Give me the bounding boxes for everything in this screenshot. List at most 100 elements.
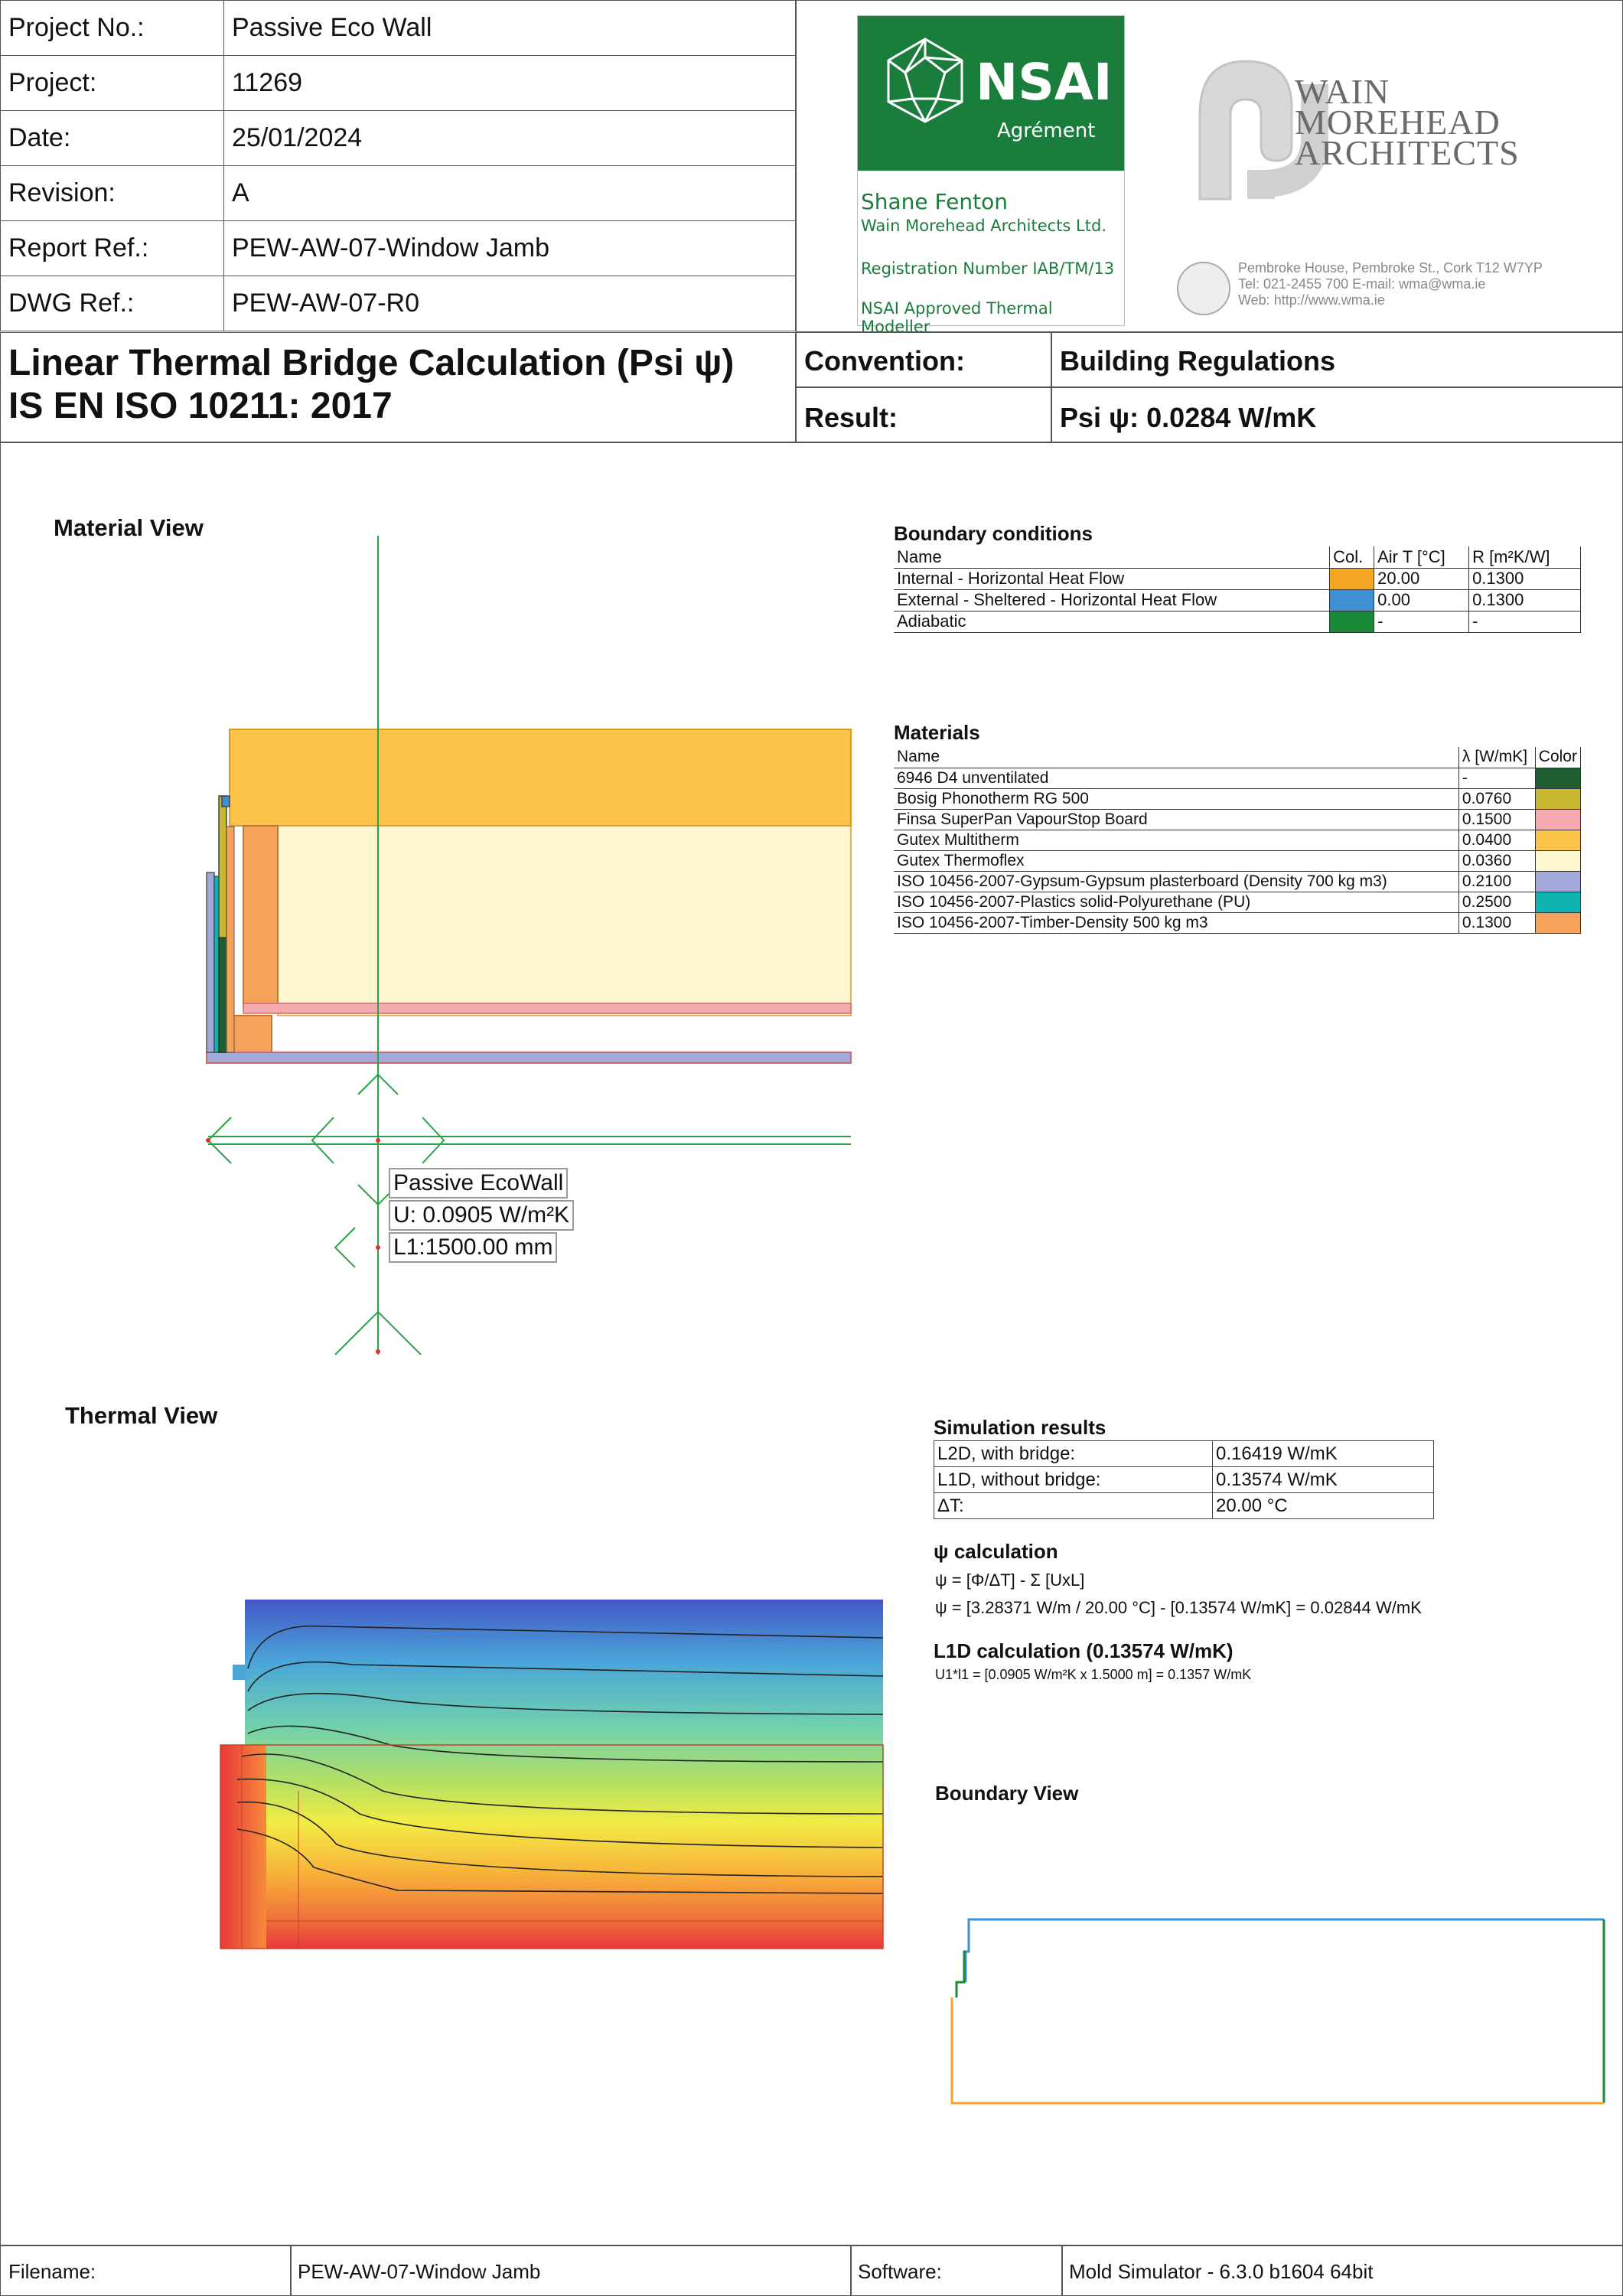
color-swatch bbox=[1535, 768, 1582, 789]
table-row: 6946 D4 unventilated - bbox=[894, 768, 1582, 789]
result-label: ΔT: bbox=[934, 1492, 1213, 1519]
row-label: DWG Ref.: bbox=[0, 276, 224, 331]
materials-title: Materials bbox=[894, 721, 980, 744]
table-row: Report Ref.: PEW-AW-07-Window Jamb bbox=[0, 220, 796, 276]
wma-line2: MOREHEAD bbox=[1295, 103, 1501, 142]
convention-label: Convention: bbox=[804, 345, 965, 377]
external-boundary bbox=[964, 1918, 1604, 1982]
result-value: Psi ψ: 0.0284 W/mK bbox=[1060, 402, 1317, 433]
table-row: L1D, without bridge: 0.13574 W/mK bbox=[934, 1466, 1434, 1493]
wma-web: Web: http://www.wma.ie bbox=[1238, 292, 1385, 308]
pu-strip bbox=[213, 876, 220, 1053]
table-row: Gutex Thermoflex 0.0360 bbox=[894, 850, 1582, 872]
table-row: Internal - Horizontal Heat Flow 20.00 0.… bbox=[894, 568, 1581, 590]
length-label: L1:1500.00 mm bbox=[389, 1232, 558, 1263]
table-row: ISO 10456-2007-Plastics solid-Polyuretha… bbox=[894, 892, 1582, 913]
material-lambda: 0.0760 bbox=[1458, 788, 1536, 810]
psi-calc-title: ψ calculation bbox=[934, 1540, 1058, 1563]
seal-strip bbox=[221, 795, 230, 807]
filename-value-cell: PEW-AW-07-Window Jamb bbox=[291, 2245, 851, 2296]
material-lambda: 0.2100 bbox=[1458, 871, 1536, 892]
thermal-seal bbox=[233, 1665, 246, 1680]
column-header: R [m²K/W] bbox=[1468, 546, 1581, 569]
table-header-row: Name λ [W/mK] Color bbox=[894, 747, 1582, 768]
material-view-title: Material View bbox=[54, 514, 204, 541]
color-swatch bbox=[1329, 568, 1375, 590]
boundary-view-drawing bbox=[950, 1918, 1605, 2105]
row-value: A bbox=[223, 165, 796, 221]
table-row: Project: 11269 bbox=[0, 55, 796, 111]
wma-logo-icon bbox=[1177, 54, 1330, 207]
software-value: Mold Simulator - 6.3.0 b1604 64bit bbox=[1069, 2260, 1374, 2283]
color-swatch bbox=[1535, 830, 1582, 851]
point-marker bbox=[376, 1349, 380, 1354]
convention-value: Building Regulations bbox=[1060, 345, 1335, 377]
material-name: ISO 10456-2007-Gypsum-Gypsum plasterboar… bbox=[894, 871, 1459, 892]
material-name: Bosig Phonotherm RG 500 bbox=[894, 788, 1459, 810]
arrow-left-icon bbox=[311, 1117, 334, 1164]
row-value: PEW-AW-07-R0 bbox=[223, 276, 796, 331]
color-swatch bbox=[1535, 892, 1582, 913]
result-label: L1D, without bridge: bbox=[934, 1466, 1213, 1493]
table-row: Revision: A bbox=[0, 165, 796, 221]
table-row: Project No.: Passive Eco Wall bbox=[0, 0, 796, 56]
filename-label-cell: Filename: bbox=[0, 2245, 291, 2296]
bc-name: External - Sheltered - Horizontal Heat F… bbox=[894, 589, 1331, 612]
row-label: Project: bbox=[0, 55, 224, 111]
l1d-calc-title: L1D calculation (0.13574 W/mK) bbox=[934, 1639, 1234, 1662]
table-row: Gutex Multitherm 0.0400 bbox=[894, 830, 1582, 851]
multitherm-layer bbox=[229, 729, 852, 827]
material-name: Gutex Thermoflex bbox=[894, 850, 1459, 872]
materials-table: Name λ [W/mK] Color 6946 D4 unventilated… bbox=[894, 747, 1582, 934]
result-value: 20.00 °C bbox=[1212, 1492, 1434, 1519]
bc-resistance: 0.1300 bbox=[1468, 568, 1581, 590]
table-row: L2D, with bridge: 0.16419 W/mK bbox=[934, 1440, 1434, 1467]
u-value-label: U: 0.0905 W/m²K bbox=[389, 1200, 575, 1231]
arrow-left-icon bbox=[334, 1227, 356, 1268]
arrow-right-icon bbox=[422, 1117, 445, 1164]
nsai-logo-panel: NSAI Agrément bbox=[858, 16, 1124, 171]
nsai-polyhedron-icon bbox=[887, 38, 963, 123]
nsai-brand: NSAI bbox=[976, 53, 1113, 112]
nsai-subtitle: Agrément bbox=[997, 119, 1096, 142]
result-value: 0.13574 W/mK bbox=[1212, 1466, 1434, 1493]
table-row: ISO 10456-2007-Timber-Density 500 kg m3 0… bbox=[894, 912, 1582, 934]
arrow-up-icon bbox=[334, 1310, 422, 1355]
wma-line3: ARCHITECTS bbox=[1295, 133, 1520, 172]
color-swatch bbox=[1535, 850, 1582, 872]
report-standard: IS EN ISO 10211: 2017 bbox=[8, 386, 393, 426]
nsai-badge: NSAI Agrément Shane Fenton Wain Morehead… bbox=[857, 15, 1125, 336]
arrow-left-icon bbox=[207, 1117, 232, 1164]
gypsum-layer bbox=[206, 1052, 852, 1064]
crest-icon bbox=[1177, 262, 1230, 315]
table-row: ΔT: 20.00 °C bbox=[934, 1492, 1434, 1519]
material-name: 6946 D4 unventilated bbox=[894, 768, 1459, 789]
title-block: Linear Thermal Bridge Calculation (Psi ψ… bbox=[0, 332, 796, 442]
bc-air-temp: 0.00 bbox=[1374, 589, 1470, 612]
result-label: Result: bbox=[804, 402, 898, 433]
software-label-cell: Software: bbox=[851, 2245, 1062, 2296]
wma-wordmark: WAIN MOREHEAD ARCHITECTS bbox=[1295, 74, 1520, 172]
thermal-view-image bbox=[220, 1600, 884, 1949]
bc-name: Adiabatic bbox=[894, 611, 1331, 633]
material-lambda: 0.0360 bbox=[1458, 850, 1536, 872]
simulation-results-title: Simulation results bbox=[934, 1416, 1106, 1439]
material-name: ISO 10456-2007-Plastics solid-Polyuretha… bbox=[894, 892, 1459, 913]
point-marker bbox=[206, 1138, 210, 1143]
column-header: λ [W/mK] bbox=[1458, 747, 1536, 768]
table-header-row: Name Col. Air T [°C] R [m²K/W] bbox=[894, 546, 1581, 569]
table-row: Date: 25/01/2024 bbox=[0, 110, 796, 166]
row-label: Date: bbox=[0, 110, 224, 166]
convention-label-cell: Convention: bbox=[796, 332, 1051, 387]
thermal-field bbox=[245, 1600, 883, 1949]
column-header: Air T [°C] bbox=[1374, 546, 1470, 569]
row-value: 25/01/2024 bbox=[223, 110, 796, 166]
material-lambda: 0.2500 bbox=[1458, 892, 1536, 913]
frame-plaster bbox=[206, 872, 215, 1053]
arrow-up-icon bbox=[357, 1073, 399, 1095]
result-value: 0.16419 W/mK bbox=[1212, 1440, 1434, 1467]
bc-air-temp: 20.00 bbox=[1374, 568, 1470, 590]
adiabatic-boundary-left bbox=[955, 1950, 966, 1998]
filename-label: Filename: bbox=[8, 2260, 96, 2283]
cavity-strip bbox=[218, 937, 227, 1053]
